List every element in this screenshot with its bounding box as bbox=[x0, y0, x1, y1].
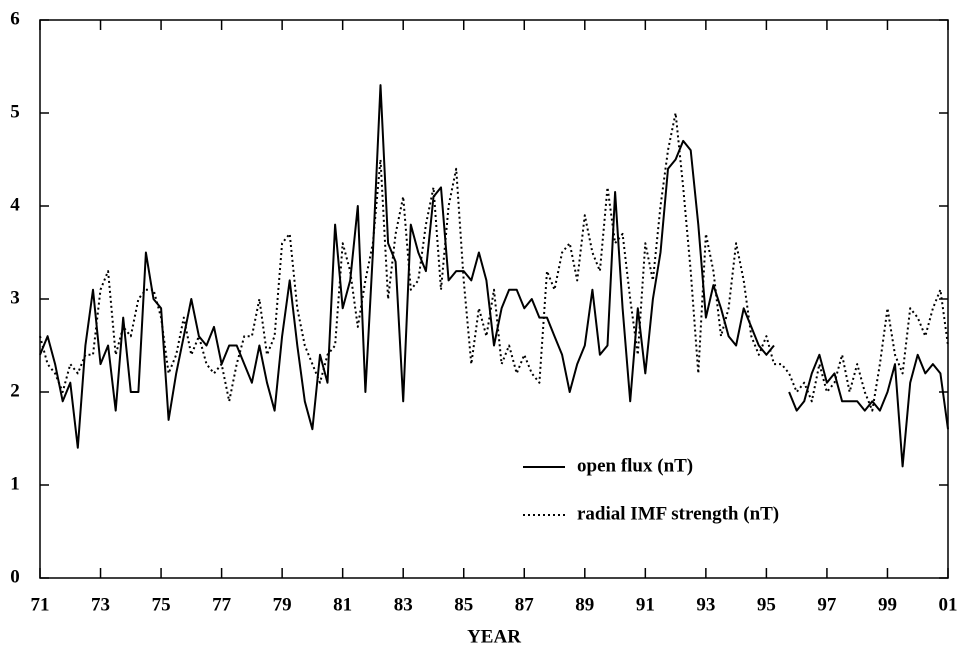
y-tick-label: 0 bbox=[10, 566, 20, 587]
data-line bbox=[39, 84, 949, 468]
x-axis-label: YEAR bbox=[467, 626, 521, 647]
x-tick-label: 75 bbox=[152, 594, 171, 615]
plot-frame bbox=[39, 19, 949, 579]
x-tick-label: 01 bbox=[939, 594, 958, 615]
x-tick-label: 95 bbox=[757, 594, 776, 615]
x-tick-label: 81 bbox=[333, 594, 352, 615]
x-tick-label: 99 bbox=[878, 594, 897, 615]
legend-label: open flux (nT) bbox=[577, 455, 693, 476]
y-tick-label: 3 bbox=[10, 287, 20, 308]
y-tick-label: 1 bbox=[10, 473, 20, 494]
x-tick-label: 91 bbox=[636, 594, 655, 615]
x-tick-label: 93 bbox=[696, 594, 715, 615]
x-tick-label: 89 bbox=[575, 594, 594, 615]
data-line bbox=[39, 112, 949, 412]
x-tick-label: 85 bbox=[454, 594, 473, 615]
x-tick-label: 97 bbox=[817, 594, 837, 615]
x-tick-label: 87 bbox=[515, 594, 535, 615]
x-tick-label: 77 bbox=[212, 594, 232, 615]
x-tick-label: 83 bbox=[394, 594, 413, 615]
x-tick-label: 79 bbox=[273, 594, 292, 615]
y-tick-label: 4 bbox=[10, 194, 20, 215]
x-tick-label: 71 bbox=[31, 594, 50, 615]
x-tick-label: 73 bbox=[91, 594, 110, 615]
y-tick-label: 2 bbox=[10, 380, 20, 401]
y-tick-label: 6 bbox=[10, 8, 20, 29]
legend-label: radial IMF strength (nT) bbox=[577, 503, 779, 524]
y-tick-label: 5 bbox=[10, 101, 20, 122]
